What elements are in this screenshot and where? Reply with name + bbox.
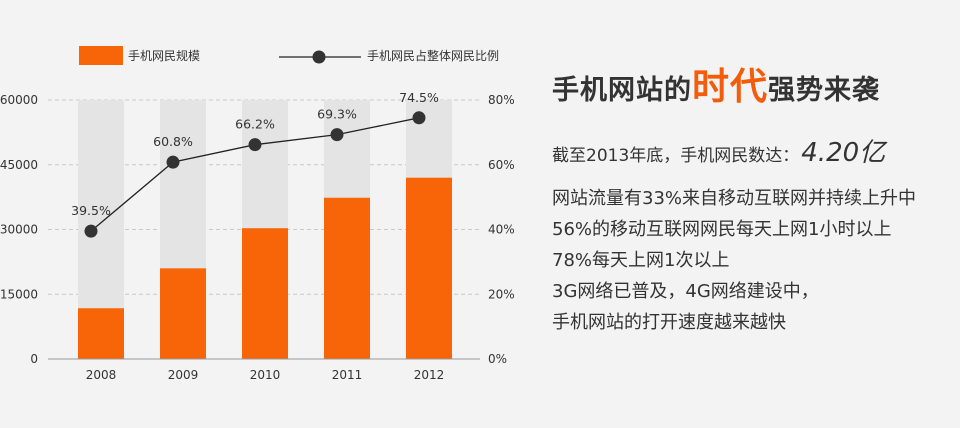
x-tick-label: 2010 bbox=[250, 368, 281, 382]
line-point bbox=[330, 128, 344, 142]
y-right-tick-label: 40% bbox=[488, 223, 515, 237]
line-point bbox=[84, 224, 98, 238]
bar bbox=[160, 268, 206, 359]
x-tick-label: 2012 bbox=[414, 368, 445, 382]
bar-series bbox=[78, 177, 452, 359]
y-right-tick-label: 80% bbox=[488, 93, 515, 107]
data-label: 74.5% bbox=[399, 90, 439, 105]
axis-ticks: 0 0% 15000 20% 30000 40% 45000 60% 60000 80% 2008 2… bbox=[0, 93, 515, 382]
chart-legend: 手机网民规模 手机网民占整体网民比例 bbox=[79, 46, 499, 65]
y-left-tick-label: 60000 bbox=[0, 93, 38, 107]
legend-bar-label: 手机网民规模 bbox=[128, 48, 200, 63]
y-right-tick-label: 60% bbox=[488, 158, 515, 172]
legend-line-label: 手机网民占整体网民比例 bbox=[367, 48, 499, 63]
netizen-stat: 截至2013年底，手机网民数达：4.20亿 bbox=[552, 132, 957, 169]
data-label: 66.2% bbox=[235, 117, 275, 132]
y-left-tick-label: 0 bbox=[30, 352, 38, 366]
headline-part2: 强势来袭 bbox=[768, 75, 880, 106]
y-right-tick-label: 20% bbox=[488, 287, 515, 301]
y-left-tick-label: 15000 bbox=[0, 287, 38, 301]
data-label: 69.3% bbox=[317, 107, 357, 122]
info-panel: 手机网站的时代强势来袭 截至2013年底，手机网民数达：4.20亿 网站流量有3… bbox=[552, 56, 957, 338]
bullet-item: 56%的移动互联网网民每天上网1小时以上 bbox=[552, 219, 892, 240]
line-point bbox=[248, 138, 262, 152]
bullet-list: 网站流量有33%来自移动互联网并持续上升中 56%的移动互联网网民每天上网1小时… bbox=[552, 183, 957, 338]
bar bbox=[242, 228, 288, 359]
headline-part1: 手机网站的 bbox=[552, 75, 692, 106]
stat-label: 截至2013年底，手机网民数达： bbox=[552, 146, 800, 166]
combo-chart: 手机网民规模 手机网民占整体网民比例 39.5% 60.8% 66.2% 69.3% 7… bbox=[0, 46, 515, 382]
data-label: 60.8% bbox=[153, 134, 193, 149]
bar bbox=[78, 308, 124, 359]
bullet-item: 3G网络已普及，4G网络建设中， bbox=[552, 281, 819, 302]
headline: 手机网站的时代强势来袭 bbox=[552, 56, 957, 110]
line-point bbox=[166, 155, 180, 169]
x-tick-label: 2011 bbox=[332, 368, 363, 382]
line-series: 39.5% 60.8% 66.2% 69.3% 74.5% bbox=[71, 90, 439, 238]
y-left-tick-label: 45000 bbox=[0, 158, 38, 172]
stat-value: 4.20亿 bbox=[801, 138, 886, 168]
x-tick-label: 2008 bbox=[86, 368, 117, 382]
bullet-item: 手机网站的打开速度越来越快 bbox=[552, 312, 786, 333]
x-tick-label: 2009 bbox=[168, 368, 199, 382]
legend-line-marker bbox=[312, 50, 326, 64]
y-left-tick-label: 30000 bbox=[0, 223, 38, 237]
headline-highlight: 时代 bbox=[692, 65, 768, 108]
line-point bbox=[412, 111, 426, 125]
bar bbox=[406, 177, 452, 359]
bullet-item: 网站流量有33%来自移动互联网并持续上升中 bbox=[552, 188, 917, 209]
y-right-tick-label: 0% bbox=[488, 352, 507, 366]
legend-bar-swatch bbox=[79, 46, 123, 65]
bar bbox=[324, 197, 370, 359]
data-label: 39.5% bbox=[71, 203, 111, 218]
bullet-item: 78%每天上网1次以上 bbox=[552, 250, 730, 271]
